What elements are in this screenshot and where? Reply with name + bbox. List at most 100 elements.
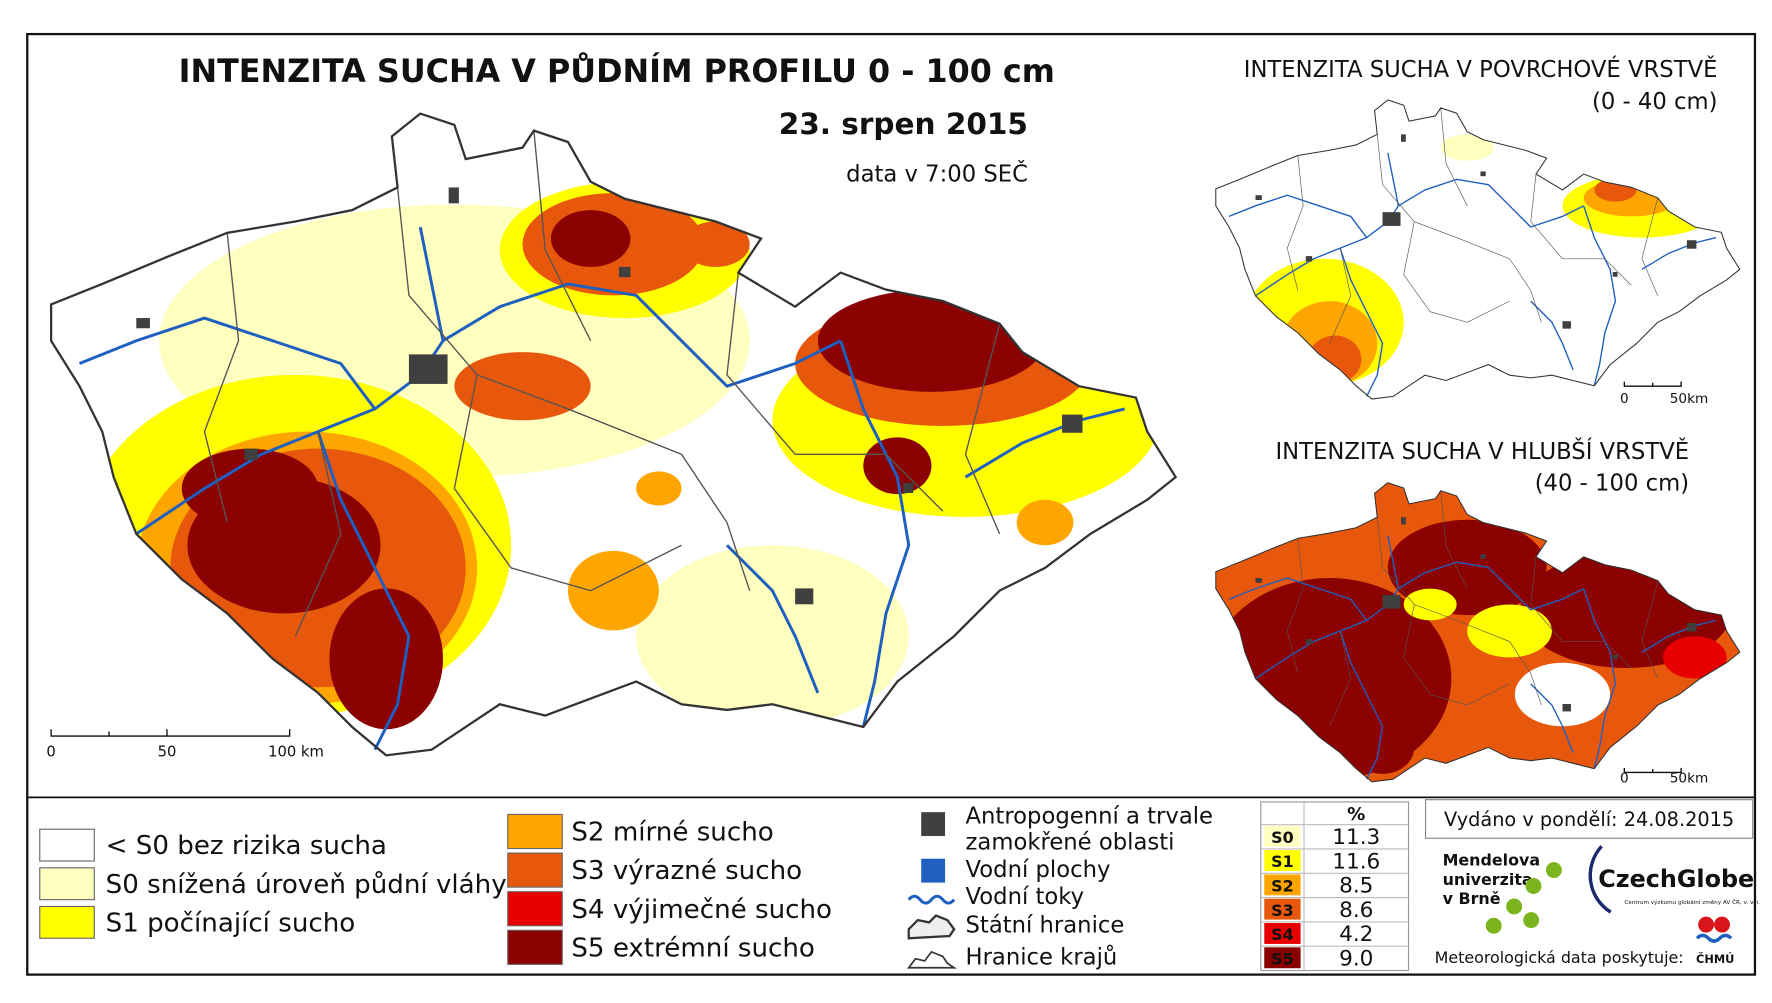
category-legend: < S0 bez rizika sucha S0 snížená úroveň p… [39, 813, 832, 965]
legend-swatch [39, 905, 95, 939]
map-shape [1403, 588, 1457, 621]
map-shape [636, 545, 909, 727]
map-shape [1698, 916, 1715, 933]
map-shape [907, 950, 957, 969]
table-code-cell [1264, 947, 1301, 969]
legend-label: S5 extrémní sucho [571, 933, 815, 963]
legend-swatch [507, 813, 563, 850]
scale-label: 0 [1620, 771, 1629, 787]
scale-label: 0 [1620, 391, 1629, 407]
map-shape [567, 550, 659, 631]
legend-label: S3 výrazné sucho [571, 856, 802, 886]
map-shape [181, 448, 319, 529]
map-shape [1714, 916, 1730, 933]
legend-swatch [507, 852, 563, 888]
table-code: S2 [1271, 876, 1294, 895]
scale-label: 50km [1670, 771, 1709, 787]
percent-table: % S0 11.3 S1 11.6 S2 8.5 S3 8.6 S4 4.2 S5 9.0 [1260, 801, 1410, 972]
table-code-cell [1264, 825, 1301, 847]
table-value: 8.6 [1339, 898, 1373, 923]
map-shape [1525, 878, 1542, 894]
feature-label: Vodní toky [966, 884, 1085, 910]
table-value: 11.6 [1332, 849, 1380, 874]
table-value: 11.3 [1332, 825, 1380, 850]
table-code: S4 [1271, 925, 1294, 944]
table-value: 8.5 [1339, 874, 1373, 899]
legend-swatch [507, 929, 563, 965]
legend-swatch [39, 828, 95, 862]
scale-label: 0 [46, 744, 55, 761]
scale-label: 50km [1670, 391, 1709, 407]
map-shape [1485, 917, 1502, 934]
czechglobe-arc [1588, 845, 1612, 914]
table-code-cell [1264, 898, 1301, 920]
main-title: INTENZITA SUCHA V PŮDNÍM PROFILU 0 - 100… [179, 51, 1055, 90]
table-code-cell [1264, 874, 1301, 896]
table-code: S5 [1271, 949, 1294, 968]
date: 23. srpen 2015 [779, 107, 1028, 141]
inset-title: INTENZITA SUCHA V HLUBŠÍ VRSTVĚ [1275, 437, 1689, 465]
scale-bar [50, 381, 1682, 774]
map-shape [681, 221, 750, 267]
mendel-logo [1485, 862, 1562, 934]
table-value: 4.2 [1339, 922, 1373, 947]
feature-label: Antropogenní a trvale [966, 804, 1214, 830]
inset-title: INTENZITA SUCHA V POVRCHOVÉ VRSTVĚ [1244, 55, 1718, 83]
data-time: data v 7:00 SEČ [846, 160, 1028, 188]
map-shape [1016, 499, 1074, 546]
issued-box [1424, 799, 1754, 839]
map-shape [550, 210, 631, 267]
inset-depth: (0 - 40 cm) [1592, 89, 1718, 115]
issued: Vydáno v pondělí: 24.08.2015 [1444, 808, 1734, 831]
czechglobe: CzechGlobe [1598, 865, 1754, 893]
table-code-cell [1264, 850, 1301, 872]
table-border [1260, 801, 1410, 972]
map-shape [1506, 898, 1523, 915]
feature-legend [907, 812, 957, 969]
legend-label: S4 výjimečné sucho [571, 895, 832, 925]
table-header: % [1347, 804, 1365, 825]
map-shape [1545, 862, 1562, 879]
map-shape [454, 352, 591, 421]
map-shape [1514, 662, 1611, 727]
map-shape [50, 729, 291, 737]
scale-label: 100 km [268, 744, 324, 761]
chmu-logo [1695, 916, 1733, 943]
university: Mendelova [1443, 851, 1541, 870]
table-value: 9.0 [1339, 947, 1373, 972]
chmu: ČHMÚ [1696, 952, 1734, 966]
map-shape [907, 894, 956, 905]
map-shape [907, 914, 956, 940]
inset-depth: (40 - 100 cm) [1535, 471, 1689, 497]
map-shape [1523, 912, 1540, 929]
table-code: S1 [1271, 852, 1294, 871]
scale-label: 50 [158, 744, 177, 761]
map-shape [1350, 720, 1415, 774]
czechglobe-sub: Centrum výzkumu globální změny AV ČR, v.… [1624, 899, 1760, 906]
legend-label: S0 snížená úroveň půdní vláhy [106, 870, 507, 900]
map-shape [921, 812, 946, 837]
feature-label: Vodní plochy [966, 857, 1111, 883]
legend-label: < S0 bez rizika sucha [106, 831, 387, 861]
table-code-cell [1264, 923, 1301, 944]
map-shape [636, 471, 682, 506]
legend-swatch [39, 867, 95, 901]
legend-label: S1 počínající sucho [106, 908, 356, 938]
feature-label: zamokřené oblasti [966, 830, 1175, 856]
university: v Brně [1443, 889, 1501, 908]
university: univerzita [1443, 870, 1533, 889]
map-shape [921, 858, 946, 883]
legend-swatch [507, 891, 563, 927]
map-shape [1695, 933, 1733, 943]
table-code: S0 [1271, 828, 1294, 847]
map-shape [1467, 604, 1552, 658]
inset-surface-map [1216, 100, 1740, 399]
legend-label: S2 mírné sucho [571, 818, 773, 848]
feature-label: Státní hranice [966, 913, 1125, 939]
table-code: S3 [1271, 901, 1294, 920]
map-shape [1663, 636, 1727, 679]
map-shape [329, 588, 443, 730]
feature-label: Hranice krajů [966, 943, 1118, 970]
